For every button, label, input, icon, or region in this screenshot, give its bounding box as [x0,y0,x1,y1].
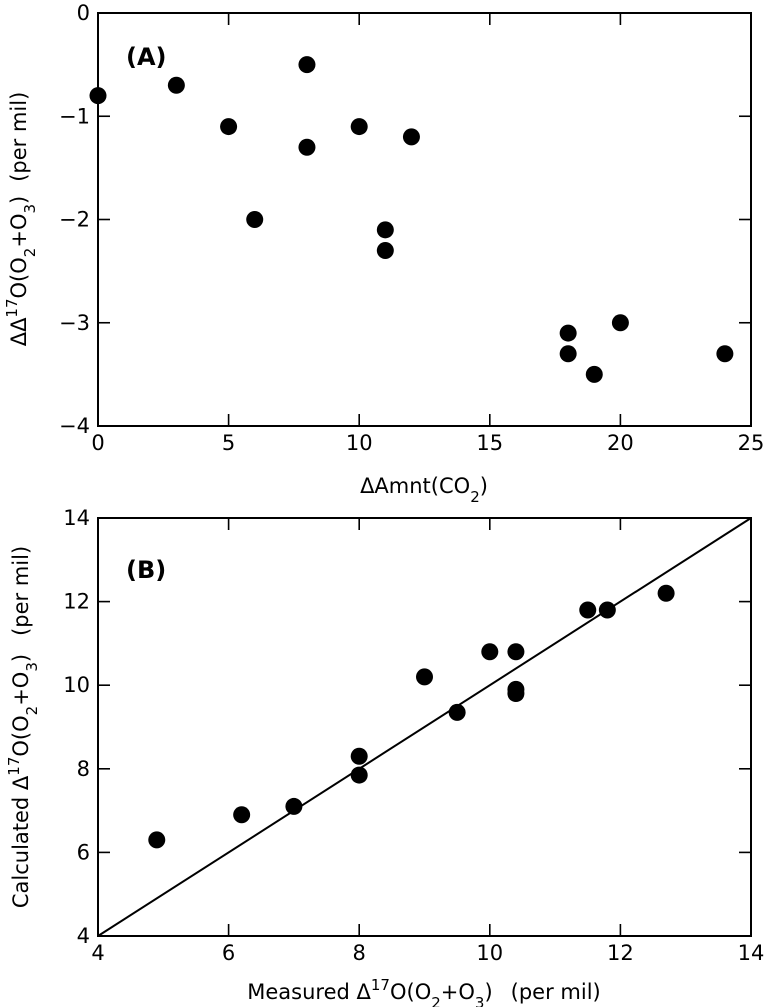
panel-b-data-point [481,643,499,661]
panel-a-data-point [167,76,185,94]
panel-a-y-title: ΔΔ17O(O2+O3)(per mil) [3,92,39,347]
panel-a-data-point [246,211,264,228]
panel-a-x-title: ΔAmnt(CO2) [360,474,488,506]
panel-a-x-tick-label: 15 [476,431,503,455]
panel-a-data-point [716,345,734,363]
panel-b-data-point [285,797,303,815]
panel-a-data-point [350,118,368,136]
panel-b-data-point [148,831,166,849]
panel-b-chart: 4 6 8 10 12 14 4 6 8 10 12 14 (B) Measured Δ17O(O2+… [5,506,764,1007]
panel-b-points [148,584,675,849]
panel-b-frame [97,517,752,937]
panel-a-x-tick-label: 10 [346,431,373,455]
panel-a-data-point [298,56,316,74]
panel-a-ticks: 0 5 10 15 20 25 0 −1 −2 −3 −4 [59,1,764,455]
panel-a-data-point [220,118,238,136]
panel-b-x-tick-label: 14 [738,941,765,965]
panel-a-y-tick-label: −2 [59,208,90,232]
panel-b-data-point [507,643,525,661]
panel-a-data-point [559,324,577,342]
panel-a-x-tick-label: 5 [222,431,235,455]
panel-a-data-point [298,138,316,156]
panel-a-data-point [585,365,603,383]
panel-b-ticks: 4 6 8 10 12 14 4 6 8 10 12 14 [63,506,764,965]
panel-b-x-tick-label: 6 [222,941,235,965]
panel-a-x-tick-label: 0 [91,431,104,455]
panel-b-y-title: Calculated Δ17O(O2+O3)(per mil) [5,546,41,908]
panel-b-y-tick-label: 14 [63,506,90,530]
panel-b-x-tick-label: 10 [476,941,503,965]
panel-b-y-tick-label: 4 [77,924,90,948]
identity-line [97,517,752,937]
panel-a-data-point [611,314,629,332]
panel-a-points [89,56,734,383]
panel-a-x-tick-label: 25 [738,431,765,455]
panel-a-data-point [376,221,394,239]
panel-b-data-point [448,703,466,721]
panel-a-y-tick-label: −3 [59,311,90,335]
panel-b-x-tick-label: 12 [607,941,634,965]
panel-b-x-title: Measured Δ17O(O2+O3) (per mil) [247,976,600,1007]
panel-b-data-point [350,766,368,784]
panel-b-data-point [598,601,616,619]
panel-b-data-point [416,668,433,686]
panel-b-data-point [507,680,525,698]
panel-a-y-tick-label: −1 [59,104,90,128]
panel-b-y-tick-label: 12 [63,590,90,614]
panel-b-y-tick-label: 8 [77,757,90,781]
panel-b-data-point [579,601,597,619]
panel-b-x-tick-label: 8 [353,941,366,965]
panel-a-y-tick-label: 0 [77,1,90,25]
panel-a-chart: 0 5 10 15 20 25 0 −1 −2 −3 −4 (A) ΔAmnt(CO2) ΔΔ17O… [3,1,764,506]
panel-b-data-point [657,584,675,602]
panel-a-data-point [376,241,394,259]
panel-a-y-tick-label: −4 [59,414,90,438]
panel-a-frame [97,12,752,427]
panel-b-y-tick-label: 6 [77,840,90,864]
panel-a-x-tick-label: 20 [607,431,634,455]
panel-a-label: (A) [126,43,167,71]
panel-a-data-point [89,87,107,105]
panel-b-data-point [350,747,368,765]
panel-b-x-tick-label: 4 [91,941,104,965]
panel-a-data-point [559,345,577,363]
panel-b-data-point [233,806,251,824]
panel-a-data-point [402,128,420,146]
panel-b-y-tick-label: 10 [63,673,90,697]
panel-b-label: (B) [126,556,166,584]
